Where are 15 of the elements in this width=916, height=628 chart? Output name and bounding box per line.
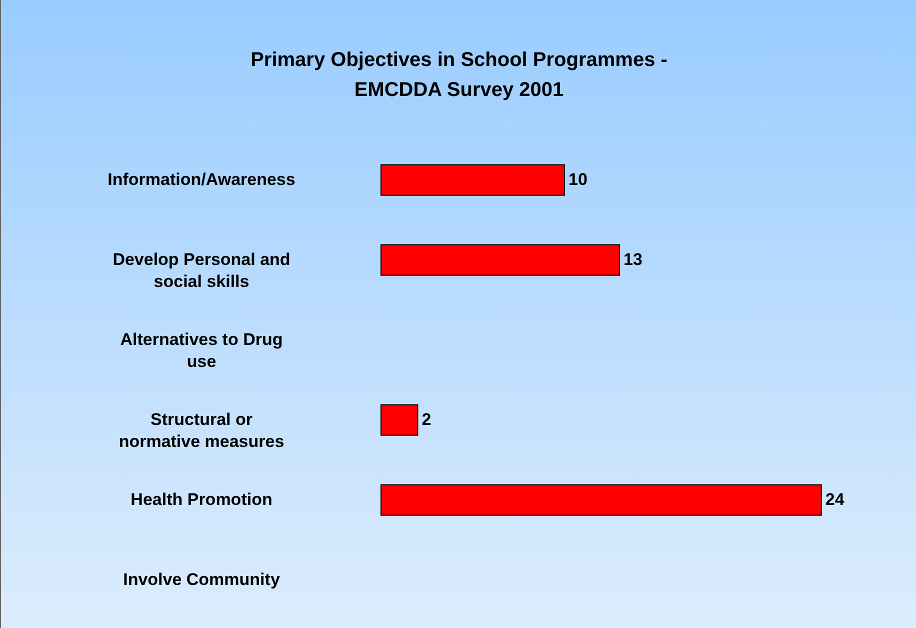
y-tick-label: Structural or normative measures [118,410,284,451]
bar [380,404,418,436]
y-tick-label: Health Promotion [130,490,272,509]
y-tick-label: Information/Awareness [108,170,296,189]
data-label: 24 [825,490,845,509]
bar [380,164,565,196]
data-label: 13 [624,250,642,269]
y-tick-label: Develop Personal and social skills [112,250,290,291]
data-label: 2 [422,410,432,429]
y-tick-label: Alternatives to Drug use [120,330,283,371]
chart-title: Primary Objectives in School Programmes - EMCDDA Survey 2001 [250,49,668,101]
bar [380,244,620,276]
bar [380,484,822,516]
y-tick-label: Involve Community [123,570,280,589]
data-label: 10 [568,170,588,189]
